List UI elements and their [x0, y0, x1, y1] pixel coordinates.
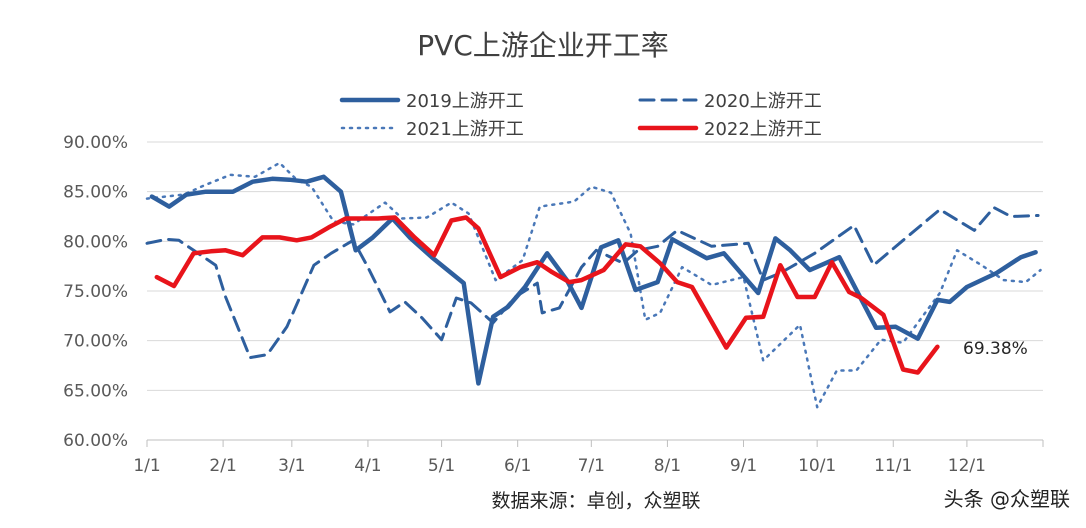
y-tick-label: 75.00% [63, 282, 128, 302]
x-tick-label: 7/1 [578, 456, 605, 476]
x-tick-label: 4/1 [354, 456, 381, 476]
y-tick-label: 60.00% [63, 431, 128, 451]
chart-title: PVC上游企业开工率 [417, 29, 669, 62]
x-tick-label: 10/1 [798, 456, 836, 476]
legend-label: 2021上游开工 [406, 119, 524, 140]
x-axis: 1/1 2/1 3/1 4/1 5/1 6/1 7/1 8/1 9/1 10/1 11/1 12/1 [133, 440, 1044, 476]
y-axis: 60.00% 65.00% 70.00% 75.00% 80.00% 85.00% 90.0… [63, 133, 128, 451]
x-tick-label: 5/1 [428, 456, 455, 476]
x-tick-label: 3/1 [278, 456, 305, 476]
legend-label: 2022上游开工 [704, 119, 822, 140]
x-tick-label: 1/1 [133, 456, 160, 476]
y-tick-label: 65.00% [63, 381, 128, 401]
series-line [145, 206, 1040, 360]
source-note: 数据来源：卓创，众塑联 [491, 490, 700, 512]
watermark: 头条 @众塑联 [944, 487, 1070, 511]
y-tick-label: 80.00% [63, 232, 128, 252]
series-2022上游开工 [154, 215, 940, 375]
last-value-annotation: 69.38% [963, 339, 1028, 359]
series-line [149, 174, 1038, 386]
legend-label: 2020上游开工 [704, 91, 822, 112]
x-tick-label: 6/1 [504, 456, 531, 476]
legend: 2019上游开工 2020上游开工 2021上游开工 2022上游开工 [339, 91, 822, 140]
x-tick-label: 8/1 [654, 456, 681, 476]
y-tick-label: 70.00% [63, 332, 128, 352]
x-tick-label: 9/1 [730, 456, 757, 476]
plot-area [145, 161, 1042, 409]
y-tick-label: 85.00% [63, 183, 128, 203]
series-line [154, 215, 940, 375]
x-tick-label: 2/1 [209, 456, 236, 476]
series-2020上游开工 [145, 206, 1040, 360]
x-tick-label: 12/1 [948, 456, 986, 476]
series-2019上游开工 [149, 174, 1038, 386]
x-tick-label: 11/1 [874, 456, 912, 476]
legend-label: 2019上游开工 [406, 91, 524, 112]
y-tick-label: 90.00% [63, 133, 128, 153]
